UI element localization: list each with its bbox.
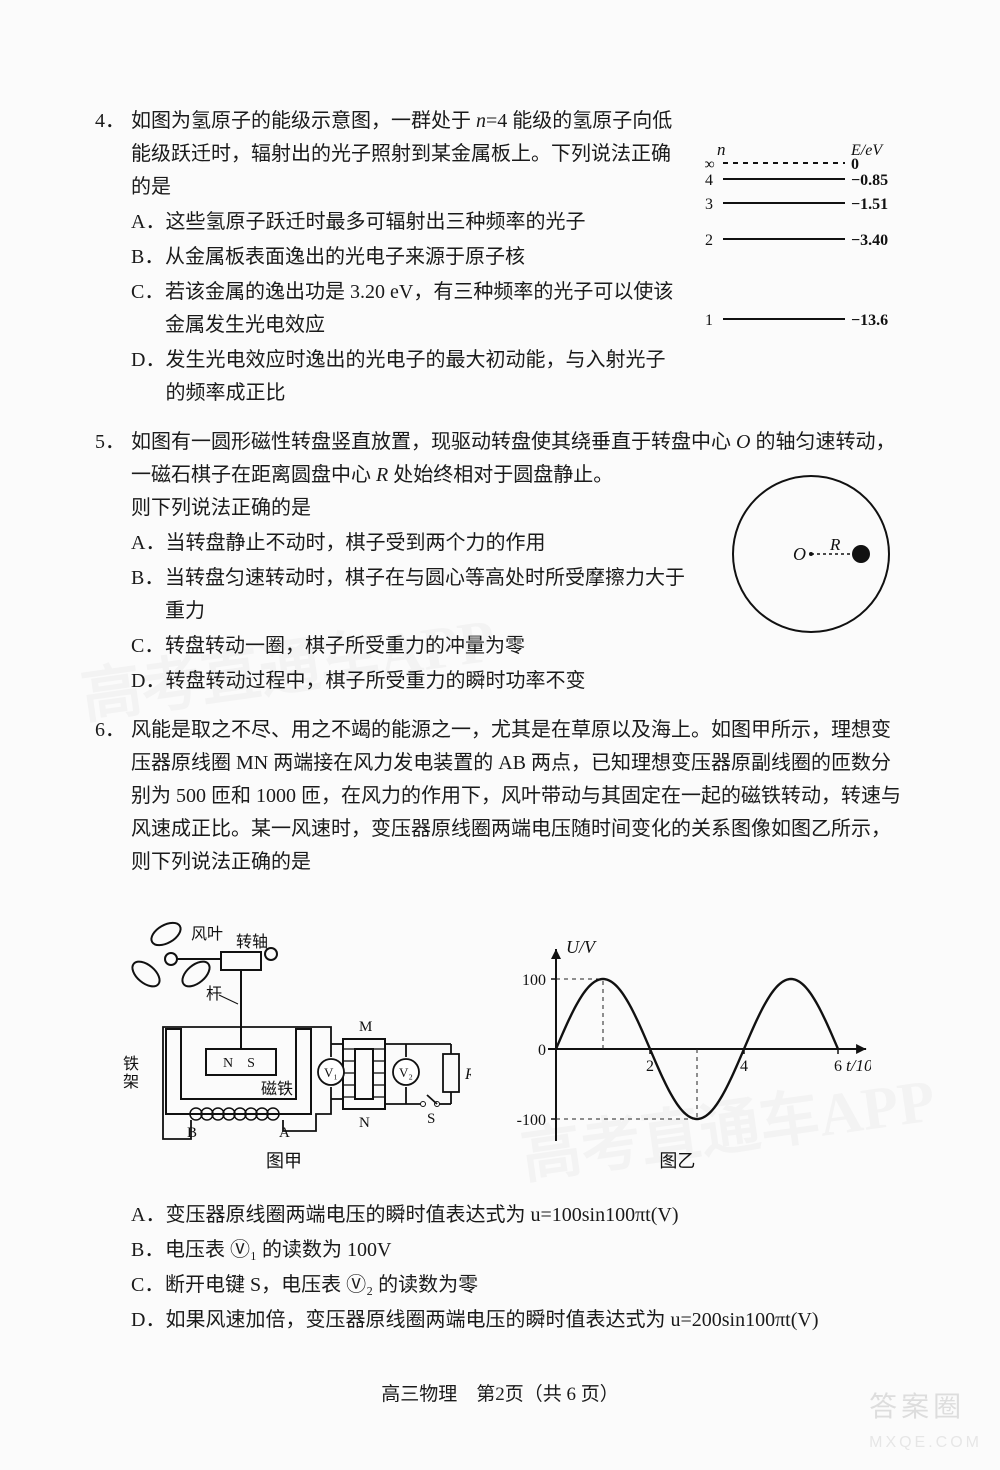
- svg-text:4: 4: [705, 172, 713, 189]
- svg-text:磁铁: 磁铁: [261, 1080, 293, 1098]
- svg-text:风叶: 风叶: [191, 925, 223, 943]
- q4-opt-b: 从金属板表面逸出的光电子来源于原子核: [165, 241, 685, 274]
- q5-stem-part1: 如图有一圆形磁性转盘竖直放置，现驱动转盘使其绕垂直于转盘中心: [131, 431, 736, 453]
- corner-wm-l2: MXQE.COM: [869, 1430, 982, 1456]
- q4-opt-d: 发生光电效应时逸出的光电子的最大初动能，与入射光子的频率成正比: [165, 344, 685, 410]
- q6-opt-b: 电压表 Ⓥ₁ 的读数为 100V: [165, 1234, 905, 1267]
- q4-stem-part1: 如图为氢原子的能级示意图，一群处于: [131, 110, 476, 132]
- svg-text:2: 2: [646, 1058, 654, 1075]
- svg-text:∞: ∞: [705, 156, 715, 173]
- q5-opt-d-label: D．: [131, 665, 165, 698]
- q4-opt-b-label: B．: [131, 241, 165, 274]
- q4-opt-d-label: D．: [131, 344, 165, 410]
- svg-text:3: 3: [705, 196, 713, 213]
- q5-opt-c-label: C．: [131, 630, 165, 663]
- q5-disk-diagram: OR: [725, 464, 905, 644]
- q6-stem: 风能是取之不尽、用之不竭的能源之一，尤其是在草原以及海上。如图甲所示，理想变压器…: [131, 714, 905, 879]
- q4-energy-level-diagram: nE/eV∞04−0.853−1.512−3.401−13.6: [705, 141, 905, 336]
- question-6: 6． 风能是取之不尽、用之不竭的能源之一，尤其是在草原以及海上。如图甲所示，理想…: [95, 714, 905, 1339]
- svg-text:−0.85: −0.85: [851, 172, 888, 189]
- svg-text:4: 4: [740, 1058, 748, 1075]
- q5-opt-d: 转盘转动过程中，棋子所受重力的瞬时功率不变: [165, 665, 905, 698]
- q4-stem: 如图为氢原子的能级示意图，一群处于 n=4 能级的氢原子向低能级跃迁时，辐射出的…: [131, 105, 685, 204]
- svg-text:M: M: [359, 1019, 372, 1035]
- q4-opt-c: 若该金属的逸出功是 3.20 eV，有三种频率的光子可以使该金属发生光电效应: [165, 276, 685, 342]
- q4-opt-c-label: C．: [131, 276, 165, 342]
- corner-watermark: 答案圈 MXQE.COM: [869, 1384, 982, 1457]
- svg-text:O: O: [793, 544, 806, 564]
- svg-text:U/V: U/V: [566, 937, 597, 957]
- q4-number: 4．: [95, 105, 131, 138]
- q6-fig-left: 风叶转轴杆N S磁铁铁架BAMNV₁V₂RS图甲: [111, 899, 471, 1179]
- q5-opt-b: 当转盘匀速转动时，棋子在与圆心等高处时所受摩擦力大于重力: [165, 562, 685, 628]
- q5-stem-4: 则下列说法正确的是: [131, 492, 685, 525]
- q4-var-n: n: [476, 110, 486, 132]
- svg-text:架: 架: [123, 1073, 139, 1091]
- q5-stem-part3: 处始终相对于圆盘静止。: [388, 464, 613, 486]
- q4-opt-a: 这些氢原子跃迁时最多可辐射出三种频率的光子: [165, 206, 685, 239]
- svg-text:n: n: [717, 141, 726, 159]
- svg-text:t/10⁻²s: t/10⁻²s: [846, 1056, 871, 1075]
- svg-text:−1.51: −1.51: [851, 196, 888, 213]
- svg-text:R: R: [464, 1066, 471, 1083]
- q6-opt-c: 断开电键 S，电压表 Ⓥ₂ 的读数为零: [165, 1269, 905, 1302]
- q5-var-o: O: [736, 431, 750, 453]
- svg-text:N: N: [359, 1115, 370, 1131]
- svg-text:1: 1: [705, 312, 713, 329]
- question-5: 5． 如图有一圆形磁性转盘竖直放置，现驱动转盘使其绕垂直于转盘中心 O 的轴匀速…: [95, 426, 905, 700]
- svg-text:V₂: V₂: [399, 1065, 413, 1080]
- q4-opt-a-label: A．: [131, 206, 165, 239]
- q5-opt-a-label: A．: [131, 527, 165, 560]
- svg-text:S: S: [427, 1111, 435, 1127]
- q6-fig-right: U/V t/10⁻²s 100 0 -100 2 4 6 图乙: [501, 899, 871, 1179]
- page-footer: 高三物理 第2页（共 6 页）: [95, 1379, 905, 1410]
- svg-text:R: R: [829, 535, 841, 554]
- svg-text:杆: 杆: [206, 985, 222, 1003]
- svg-text:6: 6: [834, 1058, 842, 1075]
- q6-opt-c-label: C．: [131, 1269, 165, 1302]
- svg-text:0: 0: [851, 156, 859, 173]
- svg-text:100: 100: [522, 972, 546, 989]
- corner-wm-l1: 答案圈: [869, 1384, 982, 1430]
- q5-opt-a: 当转盘静止不动时，棋子受到两个力的作用: [165, 527, 685, 560]
- svg-text:V₁: V₁: [324, 1065, 338, 1080]
- svg-text:图甲: 图甲: [266, 1151, 302, 1171]
- q5-var-r: R: [376, 464, 388, 486]
- svg-text:0: 0: [538, 1042, 546, 1059]
- page: 高考直通车APP 高考直通车APP 4． 如图为氢原子的能级示意图，一群处于 n…: [0, 0, 1000, 1470]
- svg-text:2: 2: [705, 232, 713, 249]
- svg-text:转轴: 转轴: [236, 933, 268, 951]
- q6-opt-d: 如果风速加倍，变压器原线圈两端电压的瞬时值表达式为 u=200sin100πt(…: [165, 1304, 905, 1337]
- q6-opt-a-label: A．: [131, 1199, 165, 1232]
- q5-number: 5．: [95, 426, 131, 459]
- question-4: 4． 如图为氢原子的能级示意图，一群处于 n=4 能级的氢原子向低能级跃迁时，辐…: [95, 105, 905, 412]
- svg-text:A: A: [279, 1125, 290, 1141]
- q6-opt-a: 变压器原线圈两端电压的瞬时值表达式为 u=100sin100πt(V): [165, 1199, 905, 1232]
- svg-text:N S: N S: [223, 1056, 255, 1071]
- q5-opt-b-label: B．: [131, 562, 165, 628]
- q6-opt-b-label: B．: [131, 1234, 165, 1267]
- svg-text:图乙: 图乙: [659, 1151, 695, 1171]
- svg-text:−3.40: −3.40: [851, 232, 888, 249]
- q6-opt-d-label: D．: [131, 1304, 165, 1337]
- svg-text:-100: -100: [517, 1112, 546, 1129]
- svg-text:铁: 铁: [123, 1055, 139, 1073]
- q6-number: 6．: [95, 714, 131, 747]
- svg-text:−13.6: −13.6: [851, 312, 888, 329]
